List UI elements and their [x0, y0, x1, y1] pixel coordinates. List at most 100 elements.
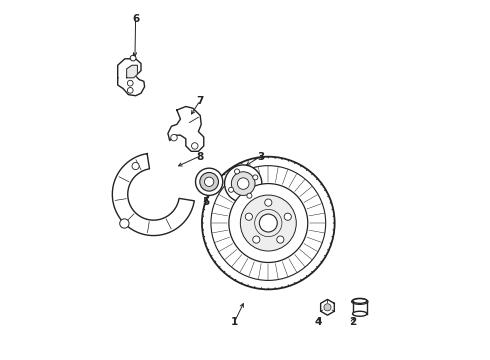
- Circle shape: [327, 249, 329, 250]
- Circle shape: [261, 157, 262, 159]
- Circle shape: [132, 162, 139, 170]
- Circle shape: [320, 184, 322, 185]
- Circle shape: [235, 169, 240, 174]
- Text: 3: 3: [258, 152, 265, 162]
- Circle shape: [274, 157, 276, 159]
- Circle shape: [284, 213, 292, 220]
- Circle shape: [261, 287, 262, 289]
- Circle shape: [253, 236, 260, 243]
- Circle shape: [211, 190, 213, 191]
- Circle shape: [245, 213, 252, 220]
- Circle shape: [254, 286, 255, 288]
- Circle shape: [247, 284, 249, 286]
- Circle shape: [253, 175, 258, 180]
- Circle shape: [203, 229, 204, 230]
- Polygon shape: [112, 154, 195, 235]
- Circle shape: [306, 275, 307, 276]
- Circle shape: [215, 184, 216, 185]
- Circle shape: [268, 288, 269, 289]
- Ellipse shape: [353, 311, 367, 316]
- Circle shape: [229, 170, 231, 171]
- Circle shape: [333, 229, 334, 230]
- Polygon shape: [320, 300, 334, 315]
- Circle shape: [204, 209, 205, 210]
- Circle shape: [332, 209, 333, 210]
- Circle shape: [333, 222, 334, 224]
- Circle shape: [224, 174, 225, 175]
- Circle shape: [219, 179, 220, 180]
- Circle shape: [235, 166, 236, 167]
- Circle shape: [208, 249, 209, 250]
- Circle shape: [324, 190, 325, 191]
- Circle shape: [330, 202, 331, 203]
- Circle shape: [294, 282, 295, 283]
- Circle shape: [324, 304, 331, 311]
- Circle shape: [238, 178, 249, 189]
- Circle shape: [171, 134, 177, 141]
- Circle shape: [211, 255, 213, 256]
- Circle shape: [327, 196, 329, 197]
- Circle shape: [240, 195, 296, 251]
- Text: 7: 7: [196, 96, 204, 106]
- Circle shape: [229, 275, 231, 276]
- Circle shape: [241, 282, 243, 283]
- Circle shape: [268, 157, 269, 158]
- Circle shape: [127, 80, 133, 86]
- Circle shape: [281, 286, 283, 288]
- Circle shape: [120, 219, 129, 228]
- Circle shape: [196, 168, 223, 195]
- Circle shape: [300, 279, 301, 280]
- Circle shape: [316, 266, 318, 267]
- Text: 5: 5: [202, 197, 209, 207]
- Circle shape: [324, 255, 325, 256]
- Circle shape: [224, 271, 225, 272]
- Circle shape: [320, 261, 322, 262]
- Circle shape: [294, 163, 295, 164]
- Circle shape: [192, 143, 198, 149]
- Circle shape: [330, 243, 331, 244]
- Circle shape: [241, 163, 243, 164]
- Circle shape: [300, 166, 301, 167]
- Polygon shape: [118, 59, 145, 96]
- Circle shape: [281, 158, 283, 160]
- Circle shape: [200, 172, 219, 191]
- Circle shape: [332, 236, 333, 237]
- Circle shape: [211, 166, 326, 280]
- Circle shape: [206, 243, 207, 244]
- Ellipse shape: [353, 298, 367, 303]
- Text: 6: 6: [132, 14, 139, 24]
- Polygon shape: [126, 65, 137, 78]
- Circle shape: [204, 177, 214, 186]
- Circle shape: [215, 261, 216, 262]
- Polygon shape: [168, 107, 204, 151]
- Circle shape: [224, 165, 262, 202]
- Circle shape: [204, 236, 205, 237]
- Text: 4: 4: [315, 317, 322, 327]
- Circle shape: [288, 284, 289, 286]
- Circle shape: [311, 174, 313, 175]
- Circle shape: [247, 160, 249, 162]
- Circle shape: [254, 158, 255, 160]
- Polygon shape: [353, 301, 367, 314]
- Circle shape: [206, 202, 207, 203]
- Text: 1: 1: [231, 317, 238, 327]
- Circle shape: [208, 196, 209, 197]
- Circle shape: [235, 279, 236, 280]
- Circle shape: [219, 266, 220, 267]
- Circle shape: [229, 184, 308, 262]
- Circle shape: [202, 222, 204, 224]
- Circle shape: [277, 236, 284, 243]
- Text: 8: 8: [196, 152, 204, 162]
- Circle shape: [306, 170, 307, 171]
- Circle shape: [274, 287, 276, 289]
- Circle shape: [288, 160, 289, 162]
- Circle shape: [316, 179, 318, 180]
- Circle shape: [247, 193, 252, 198]
- Circle shape: [333, 216, 334, 217]
- Circle shape: [130, 55, 136, 61]
- Circle shape: [265, 199, 272, 206]
- Circle shape: [228, 187, 234, 192]
- Circle shape: [231, 172, 255, 195]
- Circle shape: [311, 271, 313, 272]
- Circle shape: [127, 87, 133, 93]
